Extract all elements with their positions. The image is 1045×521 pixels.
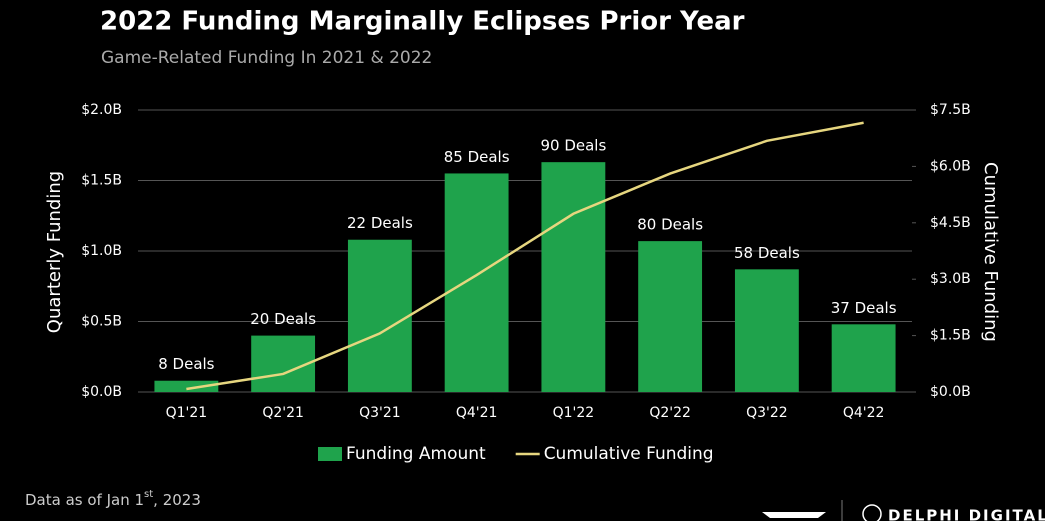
chart-title: 2022 Funding Marginally Eclipses Prior Y… bbox=[100, 7, 745, 37]
y2-axis-title: Cumulative Funding bbox=[980, 162, 1001, 342]
bar-label: 90 Deals bbox=[540, 137, 606, 155]
y2-tick-label: $1.5B bbox=[930, 328, 971, 344]
footnote: Data as of Jan 1st, 2023 bbox=[25, 489, 201, 509]
bar bbox=[347, 239, 412, 392]
bar-label: 37 Deals bbox=[831, 299, 897, 317]
logo-boat bbox=[762, 512, 826, 518]
bar bbox=[734, 269, 799, 392]
bar bbox=[444, 173, 509, 392]
y-axis-title: Quarterly Funding bbox=[44, 171, 65, 333]
bar bbox=[831, 324, 896, 392]
y-tick-label: $0.0B bbox=[81, 384, 122, 400]
bar-label: 8 Deals bbox=[158, 355, 214, 373]
y2-tick-label: $0.0B bbox=[930, 384, 971, 400]
y2-tick-label: $7.5B bbox=[930, 102, 971, 118]
x-tick-label: Q2'21 bbox=[262, 405, 304, 421]
footnote-tail: , 2023 bbox=[153, 491, 201, 509]
y-tick-label: $1.0B bbox=[81, 243, 122, 259]
brand: DELPHI DIGITAL bbox=[888, 507, 1045, 521]
bar-label: 22 Deals bbox=[347, 214, 413, 232]
bar bbox=[541, 162, 606, 392]
y2-tick-label: $4.5B bbox=[930, 215, 971, 231]
x-tick-label: Q3'22 bbox=[746, 405, 788, 421]
footnote-text: Data as of Jan 1 bbox=[25, 491, 144, 509]
bar-label: 85 Deals bbox=[444, 148, 510, 166]
y2-tick-label: $6.0B bbox=[930, 158, 971, 174]
x-tick-label: Q1'22 bbox=[553, 405, 595, 421]
chart-subtitle: Game-Related Funding In 2021 & 2022 bbox=[101, 48, 432, 68]
legend-label: Cumulative Funding bbox=[544, 444, 714, 464]
y-tick-label: $2.0B bbox=[81, 102, 122, 118]
logo-icon bbox=[862, 504, 882, 521]
bar-label: 58 Deals bbox=[734, 244, 800, 262]
x-tick-label: Q4'21 bbox=[456, 405, 498, 421]
footnote-sup: st bbox=[144, 489, 153, 500]
x-tick-label: Q3'21 bbox=[359, 405, 401, 421]
x-tick-label: Q2'22 bbox=[649, 405, 691, 421]
y-tick-label: $1.5B bbox=[81, 173, 122, 189]
x-tick-label: Q4'22 bbox=[843, 405, 885, 421]
y2-tick-label: $3.0B bbox=[930, 271, 971, 287]
legend-swatch bbox=[318, 447, 342, 461]
y-tick-label: $0.5B bbox=[81, 314, 122, 330]
legend-label: Funding Amount bbox=[346, 444, 486, 464]
line bbox=[186, 121, 864, 391]
bar bbox=[154, 380, 219, 392]
x-tick-label: Q1'21 bbox=[166, 405, 208, 421]
bar-label: 20 Deals bbox=[250, 310, 316, 328]
bar-label: 80 Deals bbox=[637, 216, 703, 234]
bar bbox=[638, 241, 703, 392]
logo: DELPHI DIGITAL bbox=[762, 500, 1045, 521]
